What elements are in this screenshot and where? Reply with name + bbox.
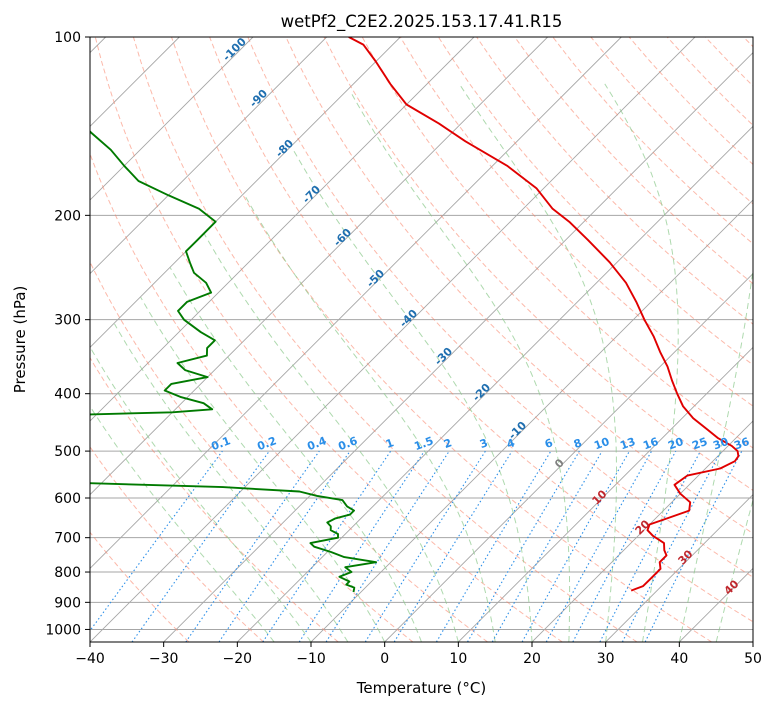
x-tick-label: 30 (597, 651, 615, 667)
x-tick-label: −10 (296, 651, 326, 667)
x-tick-label: 50 (744, 651, 762, 667)
y-tick-label: 400 (54, 387, 81, 403)
x-tick-label: 40 (670, 651, 688, 667)
x-tick-label: 10 (449, 651, 467, 667)
x-axis-label: Temperature (°C) (356, 679, 486, 697)
x-tick-label: −40 (75, 651, 105, 667)
x-tick-label: −20 (223, 651, 253, 667)
x-tick-label: 0 (380, 651, 389, 667)
chart-title: wetPf2_C2E2.2025.153.17.41.R15 (281, 12, 563, 32)
y-tick-label: 600 (54, 491, 81, 507)
y-tick-label: 700 (54, 531, 81, 547)
y-tick-label: 100 (54, 30, 81, 46)
y-axis-label: Pressure (hPa) (11, 286, 29, 394)
y-tick-label: 200 (54, 208, 81, 224)
x-tick-label: −30 (149, 651, 179, 667)
y-tick-label: 500 (54, 444, 81, 460)
y-tick-label: 900 (54, 595, 81, 611)
y-tick-label: 1000 (45, 622, 81, 638)
y-tick-label: 300 (54, 313, 81, 329)
x-tick-label: 20 (523, 651, 541, 667)
y-tick-label: 800 (54, 565, 81, 581)
